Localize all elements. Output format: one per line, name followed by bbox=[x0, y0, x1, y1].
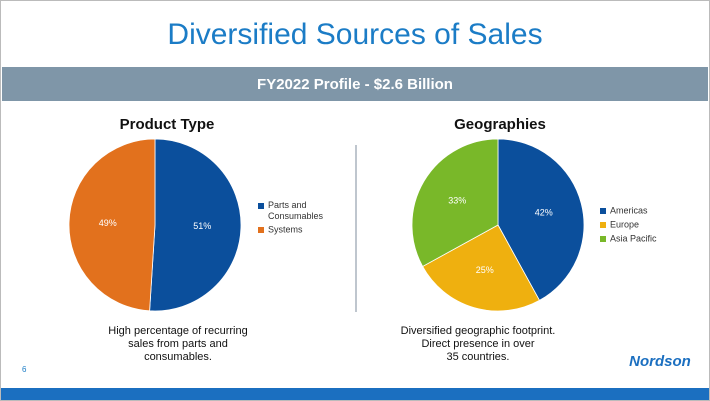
chart-title: Product Type bbox=[120, 116, 215, 133]
logo: Nordson bbox=[629, 353, 691, 370]
footer-bar bbox=[1, 388, 709, 400]
legend-swatch bbox=[600, 208, 606, 214]
pie-slice bbox=[68, 138, 156, 312]
slide-title: Diversified Sources of Sales bbox=[167, 18, 542, 51]
pie-slice bbox=[411, 138, 499, 267]
caption-line: High percentage of recurring bbox=[108, 325, 247, 337]
banner-text: FY2022 Profile - $2.6 Billion bbox=[257, 76, 453, 93]
pie-slice bbox=[422, 224, 540, 312]
pie-slice bbox=[149, 138, 242, 312]
chart-title: Geographies bbox=[454, 116, 546, 133]
legend-swatch bbox=[258, 227, 264, 233]
slice-label: 49% bbox=[99, 218, 117, 228]
legend-label: Systems bbox=[268, 224, 303, 234]
legend-label: Europe bbox=[610, 219, 639, 229]
caption-line: Diversified geographic footprint. bbox=[401, 325, 556, 337]
slice-label: 33% bbox=[448, 195, 466, 205]
legend-label: Parts and Consumables bbox=[268, 200, 324, 221]
caption-line: 35 countries. bbox=[447, 351, 510, 363]
legend-swatch bbox=[258, 203, 264, 209]
legend-swatch bbox=[600, 222, 606, 228]
caption-line: sales from parts and bbox=[128, 338, 228, 350]
caption-line: consumables. bbox=[144, 351, 212, 363]
slice-label: 51% bbox=[193, 221, 211, 231]
pie-slice bbox=[497, 138, 585, 301]
caption-line: Direct presence in over bbox=[421, 338, 534, 350]
page-number: 6 bbox=[22, 365, 27, 374]
legend-label: Americas bbox=[610, 205, 648, 215]
banner bbox=[2, 67, 708, 101]
slice-label: 25% bbox=[476, 265, 494, 275]
slice-label: 42% bbox=[535, 208, 553, 218]
legend-label: Asia Pacific bbox=[610, 233, 657, 243]
legend-swatch bbox=[600, 236, 606, 242]
